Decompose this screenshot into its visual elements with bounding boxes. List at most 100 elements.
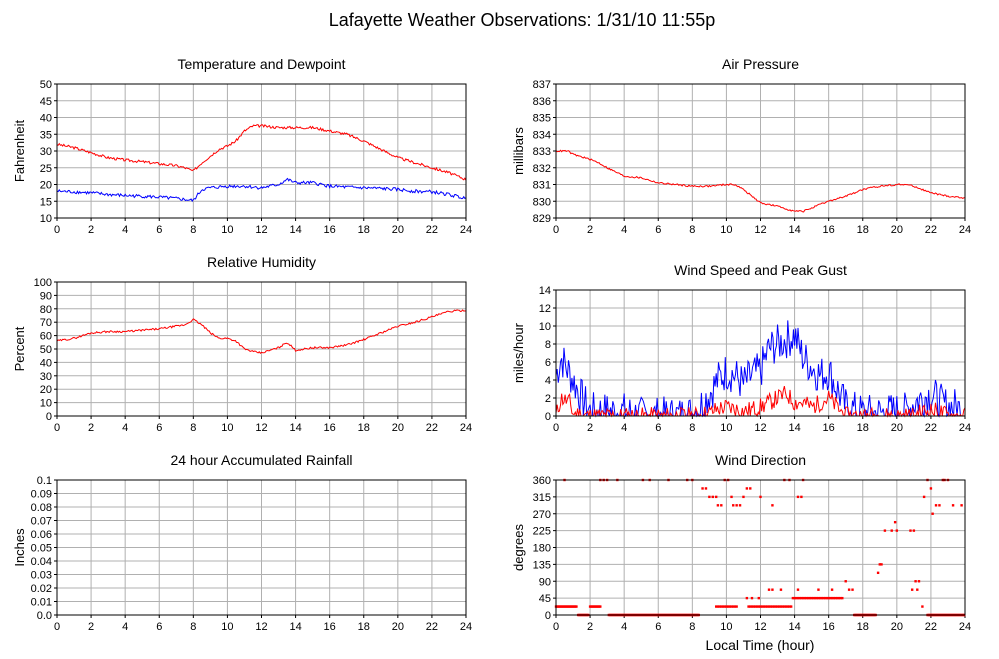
data-point bbox=[818, 596, 822, 600]
x-tick-label: 6 bbox=[655, 422, 661, 434]
data-point bbox=[742, 495, 745, 499]
x-tick-label: 16 bbox=[324, 422, 336, 434]
data-point bbox=[728, 605, 732, 608]
data-point bbox=[815, 596, 818, 600]
data-point bbox=[830, 596, 834, 600]
data-point bbox=[921, 605, 924, 608]
x-tick-label: 8 bbox=[190, 621, 196, 633]
chart-title: Temperature and Dewpoint bbox=[177, 56, 345, 72]
data-point bbox=[834, 596, 837, 600]
data-point bbox=[754, 605, 757, 608]
data-point bbox=[718, 605, 721, 608]
data-point bbox=[721, 605, 725, 608]
data-point bbox=[767, 588, 771, 591]
y-tick-label: 0.08 bbox=[31, 502, 52, 514]
data-point bbox=[796, 596, 800, 600]
data-point bbox=[732, 504, 735, 507]
data-point bbox=[771, 504, 774, 507]
data-point bbox=[893, 520, 897, 524]
data-point bbox=[759, 495, 762, 499]
x-tick-label: 14 bbox=[289, 224, 301, 236]
data-point bbox=[895, 529, 899, 532]
y-tick-label: 836 bbox=[533, 96, 551, 108]
x-tick-label: 22 bbox=[925, 422, 937, 434]
x-tick-label: 10 bbox=[720, 422, 732, 434]
data-point bbox=[825, 596, 829, 600]
data-point bbox=[761, 605, 764, 608]
x-tick-label: 22 bbox=[426, 621, 438, 633]
x-tick-label: 12 bbox=[255, 224, 267, 236]
y-tick-label: 80 bbox=[40, 304, 52, 316]
data-point bbox=[796, 495, 800, 499]
x-tick-label: 10 bbox=[221, 422, 233, 434]
data-point bbox=[757, 605, 760, 608]
y-axis-label: Inches bbox=[12, 528, 27, 567]
x-tick-label: 12 bbox=[754, 422, 766, 434]
data-point bbox=[755, 605, 759, 608]
data-point bbox=[771, 588, 774, 591]
y-tick-label: 135 bbox=[533, 559, 551, 571]
data-point bbox=[917, 580, 921, 583]
y-tick-label: 12 bbox=[539, 303, 551, 315]
x-tick-label: 4 bbox=[122, 621, 128, 633]
x-tick-label: 16 bbox=[823, 224, 835, 236]
data-point bbox=[708, 495, 711, 499]
plot-frame bbox=[555, 479, 966, 616]
y-axis-label: Percent bbox=[12, 326, 27, 371]
data-point bbox=[820, 596, 824, 600]
series-line bbox=[56, 177, 467, 203]
data-point bbox=[807, 596, 810, 600]
y-tick-label: 831 bbox=[533, 180, 551, 192]
x-tick-label: 10 bbox=[221, 621, 233, 633]
y-tick-label: 0.05 bbox=[31, 543, 52, 555]
y-tick-label: 315 bbox=[533, 492, 551, 504]
x-tick-label: 16 bbox=[823, 422, 835, 434]
data-point bbox=[822, 596, 825, 600]
data-point bbox=[839, 596, 842, 600]
data-point bbox=[929, 487, 933, 490]
data-point bbox=[749, 487, 752, 490]
x-tick-label: 2 bbox=[88, 422, 94, 434]
data-point bbox=[960, 504, 963, 507]
data-point bbox=[767, 605, 771, 608]
data-point bbox=[779, 588, 783, 591]
data-point bbox=[951, 504, 955, 507]
x-tick-label: 22 bbox=[426, 224, 438, 236]
y-tick-label: 25 bbox=[40, 163, 52, 175]
x-tick-label: 2 bbox=[88, 224, 94, 236]
data-point bbox=[783, 605, 786, 608]
data-point bbox=[772, 605, 776, 608]
data-point bbox=[752, 605, 755, 608]
x-tick-label: 0 bbox=[553, 621, 559, 633]
x-tick-label: 4 bbox=[621, 224, 627, 236]
data-point bbox=[851, 588, 854, 591]
data-point bbox=[711, 495, 714, 499]
data-point bbox=[805, 596, 808, 600]
x-tick-label: 10 bbox=[221, 224, 233, 236]
y-tick-label: 0.02 bbox=[31, 583, 52, 595]
data-point bbox=[781, 605, 784, 608]
data-point bbox=[769, 605, 772, 608]
x-tick-label: 24 bbox=[959, 224, 971, 236]
y-tick-label: 837 bbox=[533, 79, 551, 91]
y-tick-label: 90 bbox=[40, 290, 52, 302]
data-point bbox=[738, 504, 742, 507]
data-point bbox=[774, 605, 778, 608]
series-line bbox=[555, 320, 965, 418]
data-point bbox=[720, 504, 723, 507]
y-tick-label: 0.0 bbox=[37, 610, 52, 622]
x-tick-label: 18 bbox=[857, 224, 869, 236]
y-tick-label: 14 bbox=[539, 285, 551, 297]
x-tick-label: 16 bbox=[324, 621, 336, 633]
y-tick-label: 30 bbox=[40, 146, 52, 158]
x-tick-label: 8 bbox=[689, 422, 695, 434]
data-point bbox=[750, 605, 754, 608]
y-tick-label: 835 bbox=[533, 113, 551, 125]
data-point bbox=[716, 605, 720, 608]
y-tick-label: 360 bbox=[533, 475, 551, 487]
data-point bbox=[714, 495, 718, 499]
data-point bbox=[817, 596, 820, 600]
